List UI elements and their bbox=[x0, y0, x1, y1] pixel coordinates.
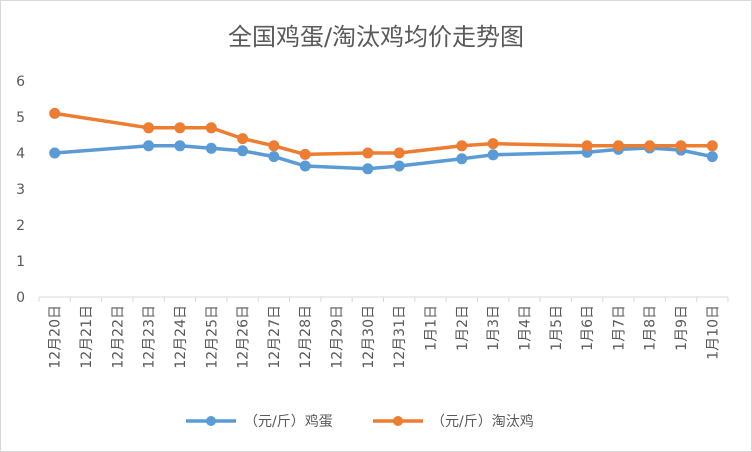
series-2 bbox=[49, 107, 718, 160]
data-point bbox=[268, 151, 280, 163]
x-tick-label: 1月4日 bbox=[517, 305, 533, 351]
data-point bbox=[675, 140, 687, 152]
x-tick-label: 12月29日 bbox=[330, 305, 346, 369]
y-tick-label: 2 bbox=[16, 218, 25, 234]
x-tick-label: 1月8日 bbox=[643, 305, 659, 351]
x-axis: 12月20日 12月21日 12月22日 12月23日 12月24日 12月25日 12月2… bbox=[38, 296, 729, 369]
x-tick-label: 12月21日 bbox=[79, 305, 95, 369]
data-point bbox=[706, 140, 718, 152]
y-tick-label: 5 bbox=[16, 110, 25, 126]
x-tick-label: 12月30日 bbox=[361, 305, 377, 369]
x-tick-label: 1月9日 bbox=[674, 305, 690, 351]
x-tick-label: 1月5日 bbox=[549, 305, 565, 351]
data-point bbox=[268, 140, 280, 152]
data-point bbox=[237, 145, 249, 157]
x-tick-label: 1月7日 bbox=[611, 305, 627, 351]
data-point bbox=[205, 142, 217, 154]
y-tick-label: 1 bbox=[16, 254, 25, 270]
x-tick-label: 12月26日 bbox=[236, 305, 252, 369]
x-tick-label: 12月27日 bbox=[267, 305, 283, 369]
data-point bbox=[237, 133, 249, 145]
data-point bbox=[362, 163, 374, 175]
data-point bbox=[644, 140, 656, 152]
data-point bbox=[706, 151, 718, 163]
x-tick-label: 12月22日 bbox=[110, 305, 126, 369]
y-tick-label: 0 bbox=[16, 290, 25, 306]
y-tick-label: 4 bbox=[16, 146, 25, 162]
series-line bbox=[52, 111, 715, 157]
legend-swatch-marker bbox=[393, 416, 403, 426]
x-tick-label: 1月3日 bbox=[486, 305, 502, 351]
series-1 bbox=[49, 140, 718, 175]
data-point bbox=[49, 107, 61, 119]
y-tick-label: 6 bbox=[16, 74, 25, 90]
x-tick-label: 1月6日 bbox=[580, 305, 596, 351]
x-tick-label: 12月25日 bbox=[204, 305, 220, 369]
y-axis: 0 1 2 3 4 5 6 bbox=[16, 74, 25, 306]
x-tick-label: 1月1日 bbox=[423, 305, 439, 351]
data-point bbox=[612, 140, 624, 152]
x-tick-label: 12月24日 bbox=[173, 305, 189, 369]
data-point bbox=[49, 147, 61, 159]
data-point bbox=[143, 140, 155, 152]
legend-label: （元/斤）淘汰鸡 bbox=[431, 413, 534, 430]
legend: （元/斤）鸡蛋 （元/斤）淘汰鸡 bbox=[186, 413, 534, 430]
data-point bbox=[487, 138, 499, 150]
chart-title: 全国鸡蛋/淘汰鸡均价走势图 bbox=[228, 23, 524, 51]
x-tick-label: 1月2日 bbox=[455, 305, 471, 351]
x-tick-label: 12月23日 bbox=[142, 305, 158, 369]
data-point bbox=[362, 147, 374, 159]
data-point bbox=[487, 149, 499, 161]
data-point bbox=[299, 160, 311, 172]
legend-swatch-marker bbox=[206, 416, 216, 426]
x-tick-label: 12月20日 bbox=[48, 305, 64, 369]
x-tick-label: 1月10日 bbox=[705, 305, 721, 360]
data-point bbox=[456, 140, 468, 152]
y-tick-label: 3 bbox=[16, 182, 25, 198]
legend-label: （元/斤）鸡蛋 bbox=[244, 413, 333, 430]
data-point bbox=[456, 153, 468, 165]
data-point bbox=[299, 148, 311, 160]
data-point bbox=[143, 122, 155, 134]
data-point bbox=[393, 160, 405, 172]
data-point bbox=[174, 140, 186, 152]
data-point bbox=[174, 122, 186, 134]
series-line bbox=[52, 144, 715, 171]
data-point bbox=[581, 140, 593, 152]
data-point bbox=[393, 147, 405, 159]
x-tick-label: 12月31日 bbox=[392, 305, 408, 369]
data-point bbox=[205, 122, 217, 134]
series-layer bbox=[49, 107, 718, 175]
x-tick-label: 12月28日 bbox=[298, 305, 314, 369]
